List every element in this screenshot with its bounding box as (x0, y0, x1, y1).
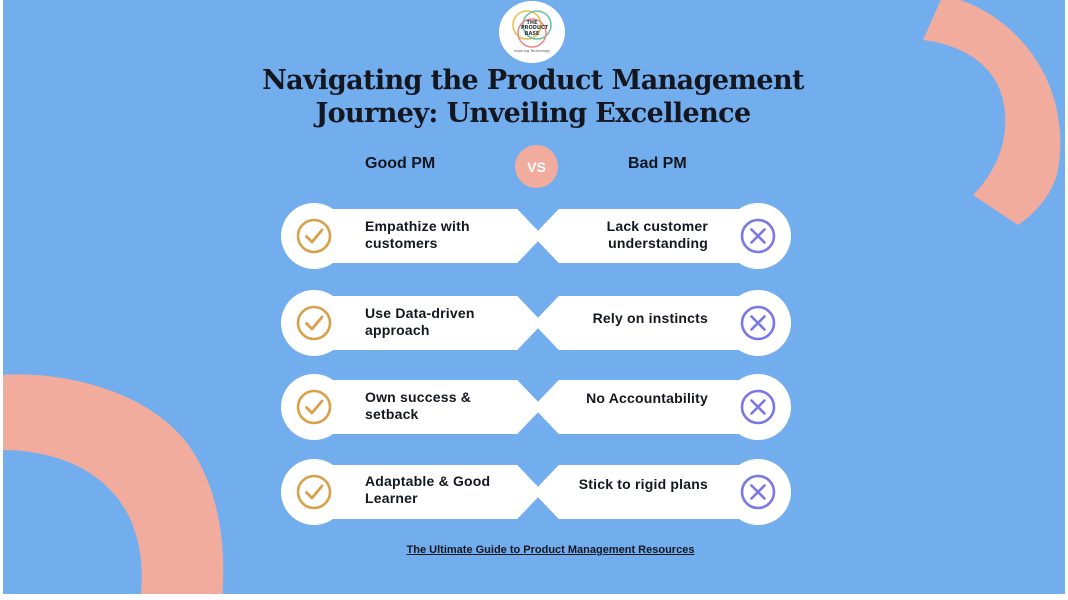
x-circle-icon (740, 389, 776, 425)
bad-trait-line: Lack customer (606, 218, 708, 234)
logo-text: THE PRODUCT BASE (521, 19, 549, 37)
bad-trait-line: understanding (608, 235, 708, 251)
good-pill (309, 465, 543, 519)
infographic-canvas: THE PRODUCT BASE Inspiring Technology Na… (3, 0, 1065, 594)
bad-trait-line: Rely on instincts (592, 310, 708, 326)
column-header-good-pm: Good PM (365, 155, 436, 172)
good-trait-text: Adaptable & Good Learner (365, 473, 525, 507)
check-circle-icon (296, 305, 332, 341)
good-trait-line: Empathize with (365, 218, 470, 234)
check-circle-icon (296, 389, 332, 425)
check-circle-icon (296, 218, 332, 254)
logo-rings-icon (512, 10, 552, 48)
bad-trait-text: Rely on instincts (548, 310, 708, 327)
bad-trait-line: Stick to rigid plans (578, 476, 708, 492)
bad-trait-text: Stick to rigid plans (548, 476, 708, 493)
decorative-blob-bottom-left (3, 374, 224, 594)
good-icon-circle (281, 290, 347, 356)
good-trait-line: setback (365, 406, 419, 422)
title-line-1: Navigating the Product Management (262, 65, 804, 96)
good-trait-text: Own success & setback (365, 389, 525, 423)
good-pill (309, 209, 543, 263)
column-header-bad-pm: Bad PM (628, 155, 687, 172)
good-trait-text: Empathize with customers (365, 218, 525, 252)
brand-logo: THE PRODUCT BASE Inspiring Technology (499, 1, 565, 63)
page-title: Navigating the Product Management Journe… (233, 64, 833, 130)
good-icon-circle (281, 374, 347, 440)
logo-tagline: Inspiring Technology (514, 49, 550, 53)
bad-icon-circle (725, 290, 791, 356)
good-trait-line: approach (365, 322, 430, 338)
good-pill (309, 380, 543, 434)
good-trait-line: customers (365, 235, 438, 251)
good-trait-line: Own success & (365, 389, 472, 405)
guide-link[interactable]: The Ultimate Guide to Product Management… (406, 544, 695, 556)
check-circle-icon (296, 474, 332, 510)
x-circle-icon (740, 474, 776, 510)
good-trait-line: Adaptable & Good (365, 473, 491, 489)
bad-icon-circle (725, 374, 791, 440)
bad-icon-circle (725, 459, 791, 525)
decorative-blob-top-right (923, 0, 1061, 225)
title-line-2: Journey: Unveiling Excellence (315, 98, 751, 129)
good-trait-line: Learner (365, 490, 418, 506)
good-icon-circle (281, 459, 347, 525)
good-icon-circle (281, 203, 347, 269)
x-circle-icon (740, 218, 776, 254)
vs-badge: VS (515, 145, 558, 188)
good-trait-text: Use Data-driven approach (365, 305, 525, 339)
good-trait-line: Use Data-driven (365, 305, 475, 321)
bad-trait-text: No Accountability (548, 390, 708, 407)
bad-icon-circle (725, 203, 791, 269)
bad-trait-text: Lack customer understanding (548, 218, 708, 252)
x-circle-icon (740, 305, 776, 341)
good-pill (309, 296, 543, 350)
bad-trait-line: No Accountability (586, 390, 708, 406)
